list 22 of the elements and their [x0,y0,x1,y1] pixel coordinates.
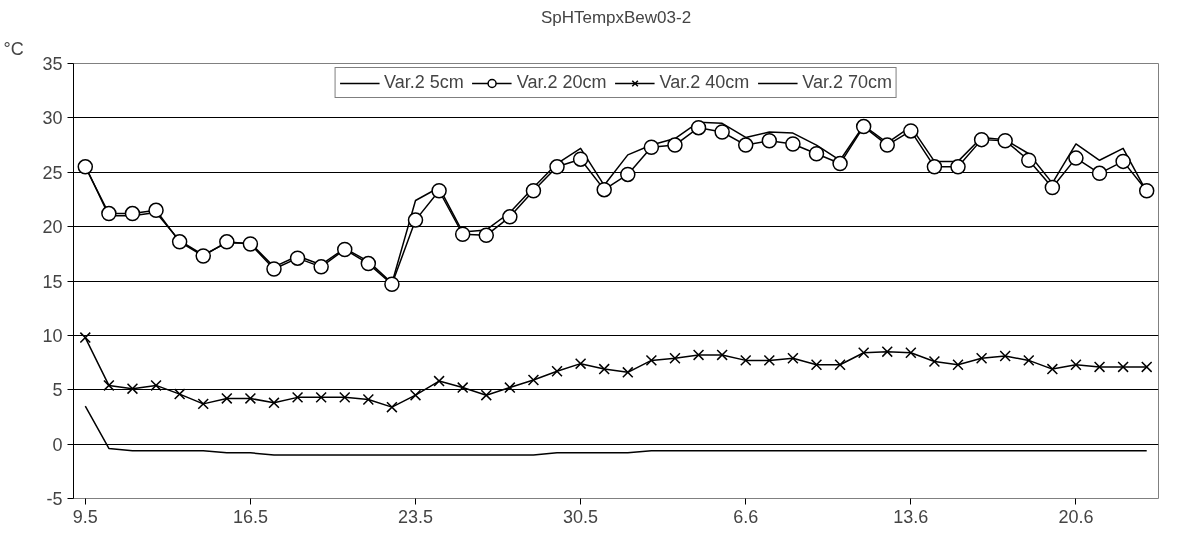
x-tick-label: 23.5 [397,506,434,527]
x-tick-label: 16.5 [232,506,268,527]
x-tick-label: 20.6 [1058,506,1094,527]
y-tick-label: -5 [46,489,63,509]
y-tick-label: 35 [42,54,63,74]
legend-label: Var.2 70cm [802,72,892,93]
y-tick-label: 15 [42,271,63,292]
x-tick-label: 13.6 [893,506,929,527]
chart-title: SpHTempxBew03-2 [540,7,692,27]
legend-label: Var.2 5cm [384,72,464,93]
x-tick-label: 9.5 [72,506,98,527]
x-tick-label: 6.6 [733,506,759,527]
legend-label: Var.2 20cm [516,72,607,93]
y-axis-title: °C [3,38,24,59]
legend-label: Var.2 40cm [659,72,750,93]
y-tick-label: 20 [42,217,63,238]
y-tick-label: 30 [42,108,63,129]
y-tick-label: 25 [42,162,63,183]
y-tick-label: 10 [42,325,63,346]
y-tick-label: 0 [52,434,63,455]
y-tick-label: 5 [52,380,63,401]
x-tick-label: 30.5 [563,506,599,527]
